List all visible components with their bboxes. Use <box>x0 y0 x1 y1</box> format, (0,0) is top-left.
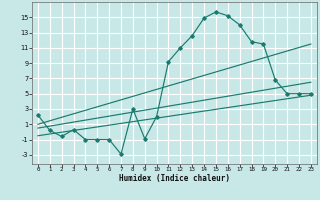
X-axis label: Humidex (Indice chaleur): Humidex (Indice chaleur) <box>119 174 230 183</box>
